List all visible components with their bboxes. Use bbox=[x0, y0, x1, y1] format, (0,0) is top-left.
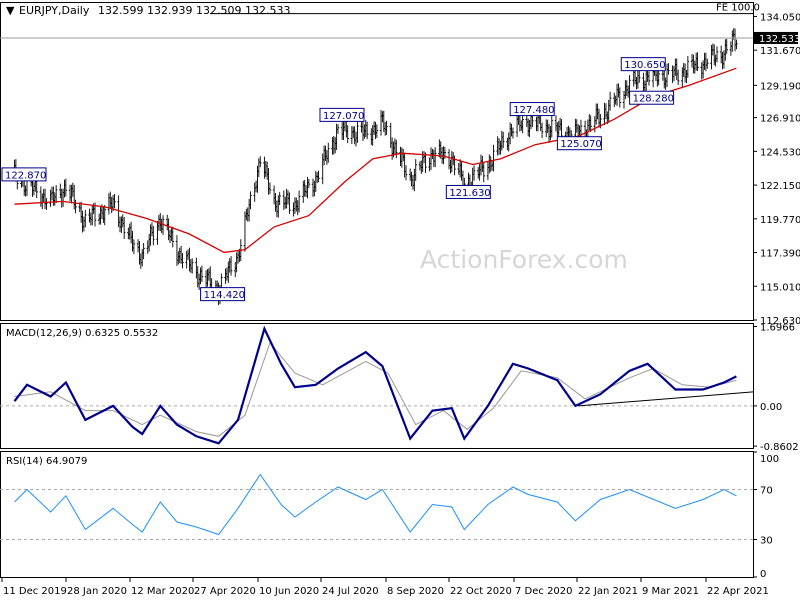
rsi-axis: 100 70 30 0 bbox=[0, 451, 779, 580]
time-tick-label: 12 Mar 2020 bbox=[131, 586, 194, 597]
time-tick-label: 10 Jun 2020 bbox=[259, 586, 319, 597]
symbol-label: EURJPY,Daily bbox=[19, 4, 90, 17]
price-tick-label: 112.630 bbox=[760, 316, 800, 327]
macd-tick-label: 1.6966 bbox=[760, 322, 795, 333]
time-axis: 11 Dec 2019 28 Jan 2020 12 Mar 2020 27 Apr … bbox=[1, 578, 769, 597]
macd-signal-line bbox=[14, 341, 737, 437]
moving-average-line bbox=[14, 67, 737, 254]
price-annotation-box bbox=[620, 57, 666, 72]
macd-trendline bbox=[578, 391, 754, 407]
price-annotation-box bbox=[1, 167, 47, 182]
macd-tick-label: -0.8602 bbox=[760, 442, 799, 453]
candles bbox=[13, 28, 738, 306]
time-tick-label: 27 Apr 2020 bbox=[194, 586, 256, 597]
rsi-tick-label: 30 bbox=[760, 536, 773, 547]
price-annotation-box bbox=[556, 136, 602, 151]
ohlc-readout: 132.599 132.939 132.509 132.533 bbox=[98, 4, 290, 17]
last-price-value: 132.533 bbox=[759, 34, 800, 45]
price-panel bbox=[0, 2, 754, 321]
price-annotation-label: 128.280 bbox=[633, 94, 674, 105]
price-tick-label: 115.010 bbox=[760, 282, 800, 293]
price-annotation-label: 127.070 bbox=[323, 111, 364, 122]
price-tick-label: 126.910 bbox=[760, 114, 800, 125]
rsi-tick-label: 100 bbox=[760, 454, 779, 465]
rsi-tick-label: 70 bbox=[760, 486, 773, 497]
price-annotation-label: 127.480 bbox=[513, 105, 554, 116]
price-annotation-label: 125.070 bbox=[560, 139, 601, 150]
price-annotation-label: 121.630 bbox=[449, 188, 490, 199]
price-tick-label: 122.150 bbox=[760, 181, 800, 192]
price-annotation-box bbox=[445, 184, 491, 199]
price-annotation-box bbox=[319, 107, 365, 122]
macd-panel bbox=[0, 323, 754, 449]
time-tick-label: 9 Mar 2021 bbox=[642, 586, 699, 597]
price-annotation-label: 114.420 bbox=[204, 290, 245, 301]
price-panel-arrow-icon: ▼ bbox=[6, 4, 15, 17]
time-tick-label: 8 Sep 2020 bbox=[387, 586, 444, 597]
time-tick-label: 22 Jan 2021 bbox=[578, 586, 638, 597]
macd-tick-label: 0.00 bbox=[760, 402, 782, 413]
price-annotations: 122.870 114.420 127.070 121.630 127.480 125.0… bbox=[1, 57, 675, 302]
price-tick-label: 124.530 bbox=[760, 147, 800, 158]
price-tick-label: 119.770 bbox=[760, 215, 800, 226]
price-annotation-label: 122.870 bbox=[5, 170, 46, 181]
rsi-label: RSI(14) 64.9079 bbox=[6, 456, 87, 467]
rsi-tick-label: 0 bbox=[760, 569, 766, 580]
macd-label: MACD(12,26,9) 0.6325 0.5532 bbox=[6, 328, 158, 339]
watermark: ActionForex.com bbox=[420, 245, 628, 274]
price-tick-label: 134.050 bbox=[760, 12, 800, 23]
price-tick-label: 131.670 bbox=[760, 46, 800, 57]
time-tick-label: 24 Jul 2020 bbox=[322, 586, 379, 597]
price-annotation-box bbox=[629, 90, 675, 105]
rsi-line bbox=[14, 473, 737, 536]
price-annotation-box bbox=[509, 102, 555, 117]
price-annotation-label: 130.650 bbox=[624, 60, 665, 71]
time-tick-label: 22 Apr 2021 bbox=[707, 586, 769, 597]
last-price-box bbox=[754, 31, 798, 44]
time-tick-label: 22 Oct 2020 bbox=[450, 586, 512, 597]
fe-100-label: FE 100.0 bbox=[716, 3, 760, 14]
price-annotation-box bbox=[200, 287, 246, 302]
price-tick-label: 129.190 bbox=[760, 81, 800, 92]
time-tick-label: 7 Dec 2020 bbox=[515, 586, 573, 597]
time-tick-label: 28 Jan 2020 bbox=[67, 586, 127, 597]
rsi-panel bbox=[0, 451, 754, 578]
macd-main-line bbox=[13, 325, 737, 445]
macd-axis: 1.6966 0.00 -0.8602 bbox=[753, 322, 799, 453]
time-tick-label: 11 Dec 2019 bbox=[3, 586, 67, 597]
price-axis: 134.050 131.670 129.190 126.910 124.530 122.1… bbox=[753, 12, 800, 327]
price-tick-label: 117.390 bbox=[760, 249, 800, 260]
